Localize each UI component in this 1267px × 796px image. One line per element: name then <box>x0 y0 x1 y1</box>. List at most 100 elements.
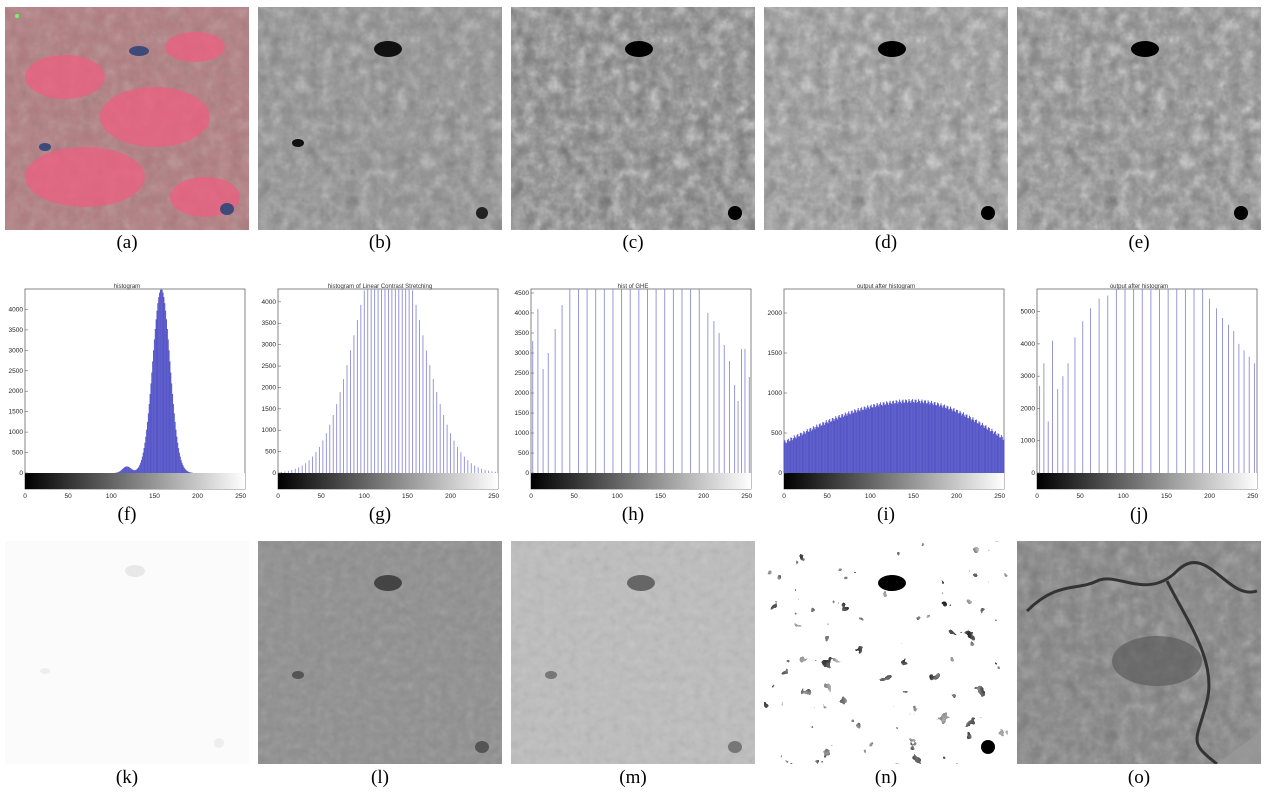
hist-bar <box>147 413 149 473</box>
hist-bar <box>930 402 932 473</box>
y-tick-label: 1000 <box>9 429 24 436</box>
hist-bar <box>140 459 142 473</box>
hist-bar <box>932 405 934 473</box>
hist-bar <box>912 402 914 473</box>
hist-bar <box>936 405 938 473</box>
hist-bar <box>154 328 156 473</box>
y-tick-label: 2500 <box>9 368 24 375</box>
caption-o: (o) <box>1127 767 1151 788</box>
hist-bar <box>864 407 866 473</box>
y-tick-label: 2000 <box>262 384 277 391</box>
hist-bar <box>962 413 964 473</box>
hist-bar <box>787 438 789 473</box>
hist-bar <box>843 416 845 473</box>
hist-bar <box>989 431 991 473</box>
hist-bar <box>799 436 801 473</box>
x-tick-label: 50 <box>318 493 326 500</box>
hist-bar <box>131 469 133 473</box>
hist-bar <box>951 411 953 473</box>
y-tick-label: 1000 <box>1021 438 1036 445</box>
hist-bar <box>163 297 165 473</box>
hist-bar <box>129 467 131 473</box>
hist-bar <box>840 417 842 473</box>
y-tick-label: 2500 <box>515 370 530 377</box>
hist-bar <box>150 383 152 473</box>
hist-bar <box>786 443 788 473</box>
hist-bar <box>167 339 169 473</box>
histogram-i: output after histogram 0 500 1000 1500 2000 0… <box>764 284 1008 500</box>
hist-bar <box>147 421 149 473</box>
hist-bar <box>120 470 122 473</box>
hist-bar <box>968 415 970 473</box>
hist-bar <box>177 442 179 473</box>
enhanced-image-c <box>511 7 755 230</box>
hist-bar <box>854 409 856 473</box>
image-o <box>1017 541 1261 764</box>
hist-bar <box>803 430 805 473</box>
hist-bar <box>939 405 941 473</box>
hist-bar <box>844 412 846 473</box>
hist-bar <box>127 466 129 473</box>
hist-bar <box>952 409 954 473</box>
hist-bar <box>886 401 888 473</box>
x-tick-label: 150 <box>402 493 413 500</box>
hist-bar <box>861 407 863 473</box>
hist-bar <box>1000 435 1002 473</box>
hist-bar <box>917 401 919 473</box>
hist-bar <box>929 404 931 473</box>
hist-bar <box>137 467 139 473</box>
hist-bar <box>883 402 885 473</box>
hist-bar <box>790 437 792 473</box>
hist-bar <box>133 470 135 473</box>
histogram-j-title: output after histogram <box>1109 284 1169 290</box>
hist-bar <box>869 405 871 473</box>
hist-bar <box>984 425 986 473</box>
hist-bar <box>164 303 166 473</box>
hist-bar <box>809 428 811 473</box>
hist-bar <box>152 361 154 473</box>
hist-bar <box>839 417 841 473</box>
hist-bar <box>944 407 946 473</box>
histogram-h-plot: 0 500 1000 1500 2000 2500 3000 3500 4000 4500 0 50 1… <box>515 288 752 500</box>
hist-bar <box>785 442 787 473</box>
satellite-image-a <box>5 7 249 230</box>
hist-bar <box>796 435 798 473</box>
hist-bar <box>899 399 901 473</box>
caption-i: (i) <box>877 504 895 525</box>
histogram-f-plot: 0 500 1000 1500 2000 2500 3000 3500 4000 0 50 100 15… <box>9 288 246 500</box>
hist-bar <box>185 470 187 473</box>
hist-bar <box>963 415 965 473</box>
hist-bar <box>849 413 851 473</box>
hist-bar <box>857 408 859 473</box>
enhanced-image-d <box>764 7 1008 230</box>
hist-bar <box>968 418 970 473</box>
y-tick-label: 3500 <box>262 320 277 327</box>
hist-bar <box>794 437 796 473</box>
hist-bar <box>911 400 913 473</box>
hist-bar <box>994 431 996 473</box>
image-m <box>511 541 755 764</box>
hist-bar <box>882 402 884 473</box>
hist-bar <box>138 466 140 473</box>
caption-j: (j) <box>1130 504 1148 525</box>
hist-bar <box>1003 438 1005 473</box>
x-tick-label: 100 <box>1118 493 1129 500</box>
hist-bar <box>855 412 857 473</box>
caption-m: (m) <box>619 767 647 788</box>
hist-bar <box>179 456 181 473</box>
x-tick-label: 50 <box>824 493 832 500</box>
hist-bar <box>906 402 908 473</box>
caption-g: (g) <box>368 504 392 525</box>
hist-bar <box>151 372 153 473</box>
hist-bar <box>991 428 993 473</box>
hist-bar <box>949 408 951 473</box>
hist-bar <box>182 464 184 473</box>
hist-bar <box>988 427 990 473</box>
hist-bar <box>184 468 186 473</box>
hist-bar <box>816 424 818 473</box>
hist-bar <box>876 402 878 473</box>
hist-bar <box>846 415 848 473</box>
hist-bar <box>806 429 808 473</box>
x-tick-label: 200 <box>951 493 962 500</box>
hist-bar <box>986 428 988 473</box>
